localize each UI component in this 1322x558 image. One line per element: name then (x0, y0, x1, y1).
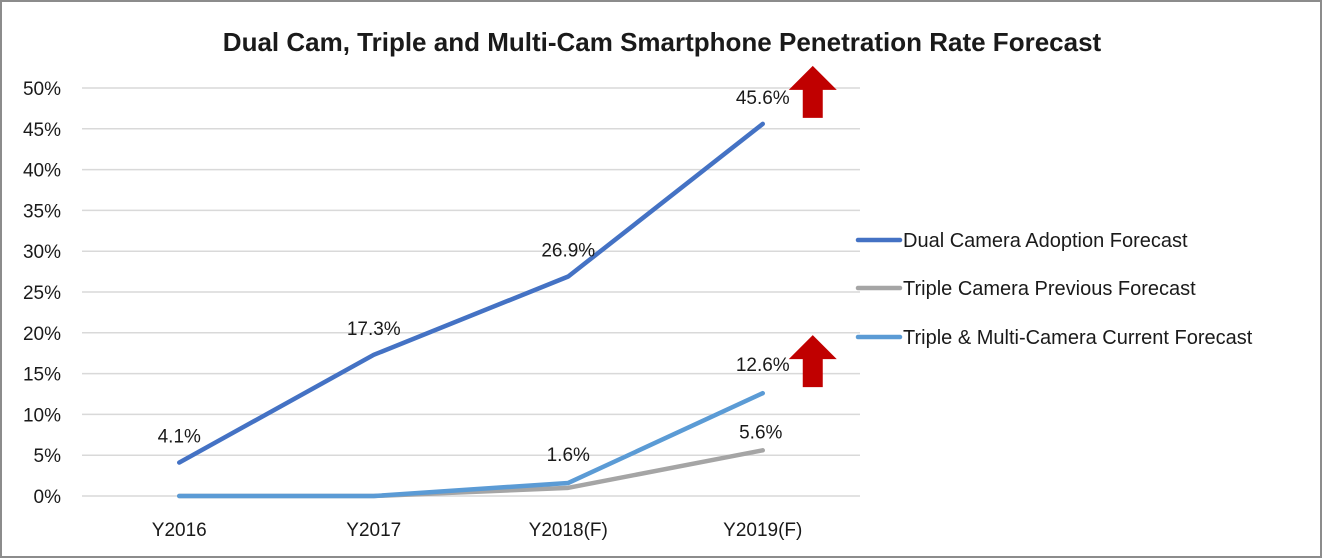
x-tick-label: Y2017 (346, 520, 401, 541)
y-tick-label: 45% (23, 120, 61, 141)
y-tick-label: 30% (23, 242, 61, 263)
y-tick-label: 15% (23, 365, 61, 386)
legend-label: Dual Camera Adoption Forecast (903, 230, 1188, 252)
data-labels: 4.1% 17.3% 26.9% 45.6% 5.6% 1.6% 12.6% (158, 88, 790, 466)
data-label: 26.9% (541, 240, 595, 261)
x-tick-label: Y2019(F) (723, 520, 802, 541)
y-tick-label: 10% (23, 405, 61, 426)
y-tick-label: 50% (23, 79, 61, 100)
data-label: 12.6% (736, 355, 790, 376)
data-label: 17.3% (347, 319, 401, 340)
y-axis-ticks: 0% 5% 10% 15% 20% 25% 30% 35% 40% 45% 50% (23, 79, 61, 508)
series-line-2 (177, 390, 765, 499)
y-tick-label: 40% (23, 161, 61, 182)
legend-label: Triple & Multi-Camera Current Forecast (903, 327, 1253, 349)
up-arrow-icon (788, 65, 837, 118)
up-arrow-icon (788, 335, 837, 388)
x-tick-label: Y2016 (152, 520, 207, 541)
y-tick-label: 25% (23, 283, 61, 304)
series-line-0 (177, 121, 765, 465)
legend: Dual Camera Adoption Forecast Triple Came… (855, 230, 1253, 349)
y-tick-label: 35% (23, 201, 61, 222)
data-label: 5.6% (739, 422, 782, 443)
data-label: 1.6% (547, 445, 590, 466)
annotations (788, 65, 837, 388)
y-tick-label: 0% (34, 487, 62, 508)
y-tick-label: 5% (34, 446, 62, 467)
series-lines (177, 121, 765, 499)
chart-title: Dual Cam, Triple and Multi-Cam Smartphon… (223, 27, 1102, 57)
x-axis-ticks: Y2016 Y2017 Y2018(F) Y2019(F) (152, 520, 803, 541)
gridlines (82, 87, 860, 497)
x-tick-label: Y2018(F) (529, 520, 608, 541)
y-tick-label: 20% (23, 324, 61, 345)
data-label: 4.1% (158, 427, 201, 448)
legend-label: Triple Camera Previous Forecast (903, 278, 1196, 300)
data-label: 45.6% (736, 88, 790, 109)
